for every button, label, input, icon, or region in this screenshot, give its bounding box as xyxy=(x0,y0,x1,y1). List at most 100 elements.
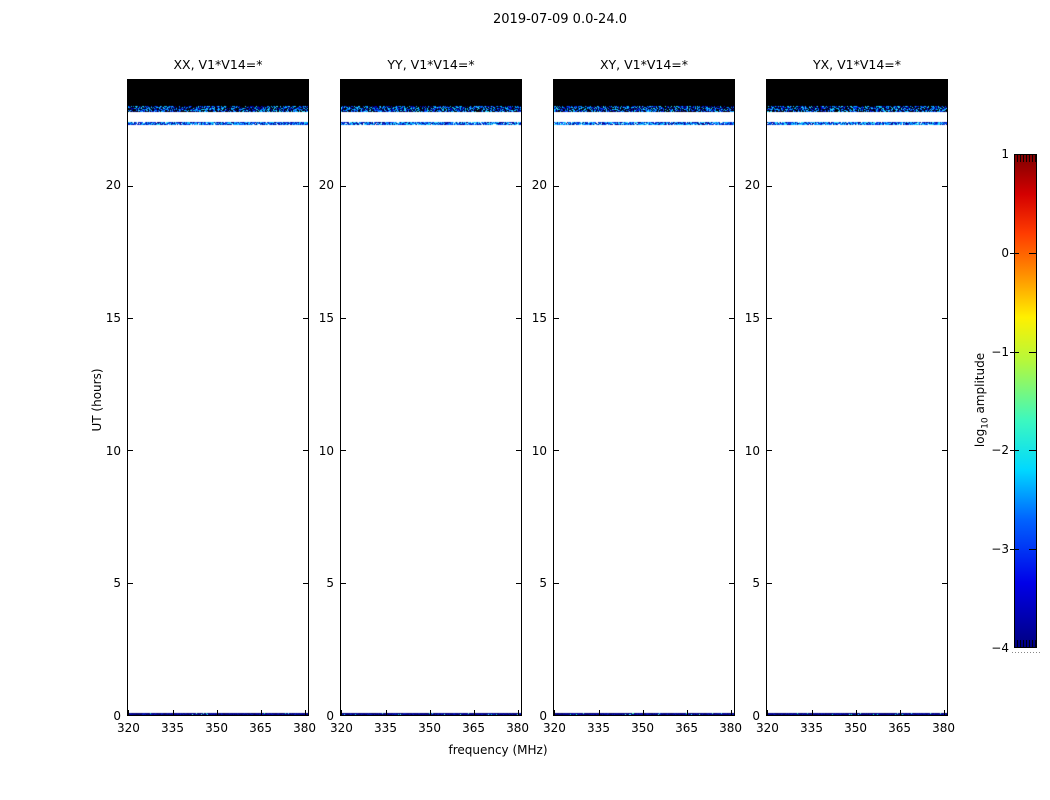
x-tick-label: 320 xyxy=(543,721,566,735)
x-tick-mark xyxy=(429,710,431,715)
colorbar-hatch-mark xyxy=(1026,640,1027,647)
x-tick-label: 365 xyxy=(249,721,273,735)
x-tick-label: 365 xyxy=(462,721,486,735)
x-tick-label: 365 xyxy=(675,721,699,735)
y-tick-mark xyxy=(128,318,133,320)
heatmap-panel-xx xyxy=(127,79,309,716)
y-tick-mark xyxy=(554,582,559,584)
x-tick-label: 335 xyxy=(161,721,184,735)
colorbar-tick-mark xyxy=(1010,351,1019,353)
panel-title-yx: YX, V1*V14=* xyxy=(812,57,902,72)
x-tick-mark xyxy=(473,710,475,715)
x-tick-label: 350 xyxy=(205,721,228,735)
x-tick-mark xyxy=(767,710,769,715)
x-tick-mark xyxy=(642,710,644,715)
x-tick-label: 350 xyxy=(418,721,441,735)
figure-title: 2019-07-09 0.0-24.0 xyxy=(493,12,627,27)
y-tick-label: 10 xyxy=(744,443,760,458)
y-tick-label: 15 xyxy=(531,310,547,325)
y-tick-mark xyxy=(942,450,947,452)
y-tick-label: 0 xyxy=(752,709,760,723)
y-tick-mark xyxy=(554,318,559,320)
colorbar-hatch-mark xyxy=(1023,155,1024,162)
y-tick-label: 5 xyxy=(326,576,334,591)
colorbar-hatch-mark xyxy=(1026,155,1027,162)
colorbar-tick-label: 1 xyxy=(1001,147,1009,161)
y-tick-mark xyxy=(554,185,559,187)
colorbar-hatch-mark xyxy=(1035,155,1036,162)
colorbar-tick-mark xyxy=(1010,252,1019,254)
x-tick-label: 380 xyxy=(506,721,530,735)
x-tick-mark xyxy=(385,710,387,715)
colorbar-tick-mark xyxy=(1029,450,1037,452)
x-tick-mark xyxy=(598,710,600,715)
colorbar-hatch-mark xyxy=(1029,155,1030,162)
x-tick-label: 320 xyxy=(330,721,353,735)
colorbar-tick-label: −4 xyxy=(991,641,1009,655)
heatmap-panel-yx xyxy=(766,79,948,716)
heatmap-panel-xy xyxy=(553,79,735,716)
colorbar-dotted-edge xyxy=(1012,652,1040,653)
colorbar-hatch-mark xyxy=(1029,640,1030,647)
y-tick-mark xyxy=(729,318,734,320)
y-tick-label: 10 xyxy=(531,443,547,458)
colorbar-label-text: log xyxy=(973,428,987,448)
heatmap-panel-yy xyxy=(340,79,522,716)
colorbar-hatch-mark xyxy=(1017,155,1018,162)
y-tick-mark xyxy=(729,185,734,187)
x-tick-mark xyxy=(686,710,688,715)
x-tick-mark xyxy=(341,710,343,715)
y-tick-mark xyxy=(128,185,133,187)
x-tick-label: 335 xyxy=(587,721,610,735)
colorbar-hatch-mark xyxy=(1020,155,1021,162)
x-tick-label: 335 xyxy=(374,721,397,735)
x-tick-mark xyxy=(172,710,174,715)
x-tick-label: 320 xyxy=(117,721,140,735)
y-tick-mark xyxy=(767,318,772,320)
x-tick-mark xyxy=(554,710,556,715)
y-tick-mark xyxy=(942,185,947,187)
y-tick-mark xyxy=(341,185,346,187)
x-tick-label: 380 xyxy=(932,721,956,735)
y-tick-mark xyxy=(341,450,346,452)
x-tick-mark xyxy=(899,710,901,715)
y-tick-mark xyxy=(516,185,521,187)
y-tick-mark xyxy=(303,450,308,452)
x-tick-mark xyxy=(730,710,732,715)
x-tick-label: 350 xyxy=(844,721,867,735)
colorbar-tick-mark xyxy=(1029,252,1037,254)
heatmap-canvas xyxy=(767,80,947,715)
y-tick-mark xyxy=(341,318,346,320)
x-tick-label: 380 xyxy=(719,721,743,735)
colorbar-hatch-mark xyxy=(1032,640,1033,647)
y-tick-mark xyxy=(341,582,346,584)
colorbar-tick-label: 0 xyxy=(1001,246,1009,260)
y-tick-label: 5 xyxy=(539,576,547,591)
x-tick-mark xyxy=(304,710,306,715)
x-tick-mark xyxy=(216,710,218,715)
colorbar-tick-mark xyxy=(1010,450,1019,452)
y-tick-label: 5 xyxy=(113,576,121,591)
panel-title-xy: XY, V1*V14=* xyxy=(599,57,689,72)
y-tick-mark xyxy=(942,582,947,584)
x-tick-label: 335 xyxy=(800,721,823,735)
y-tick-label: 0 xyxy=(113,709,121,723)
heatmap-canvas xyxy=(128,80,308,715)
y-tick-mark xyxy=(303,582,308,584)
y-tick-label: 5 xyxy=(752,576,760,591)
x-tick-mark xyxy=(811,710,813,715)
x-axis-label: frequency (MHz) xyxy=(448,743,548,757)
y-tick-label: 0 xyxy=(539,709,547,723)
colorbar-hatch-mark xyxy=(1035,640,1036,647)
y-tick-mark xyxy=(767,185,772,187)
y-tick-mark xyxy=(128,450,133,452)
y-tick-mark xyxy=(554,450,559,452)
y-tick-label: 20 xyxy=(531,178,547,193)
colorbar-label-text: amplitude xyxy=(973,352,987,418)
y-tick-mark xyxy=(729,582,734,584)
y-tick-label: 10 xyxy=(318,443,334,458)
y-tick-label: 0 xyxy=(326,709,334,723)
x-tick-mark xyxy=(260,710,262,715)
heatmap-canvas xyxy=(554,80,734,715)
x-tick-mark xyxy=(943,710,945,715)
